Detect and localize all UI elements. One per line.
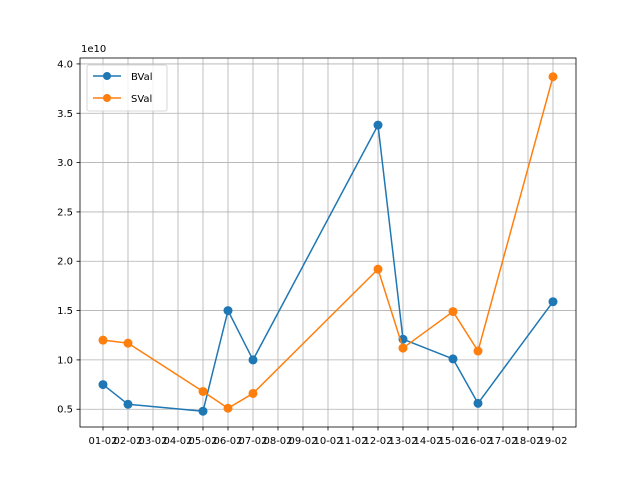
- x-tick-label: 04-02: [163, 436, 192, 447]
- plot-frame: [79, 57, 577, 428]
- x-tick-label: 06-02: [213, 436, 242, 447]
- data-point-bval: [223, 306, 233, 316]
- legend-marker-sval: [103, 94, 111, 102]
- data-point-sval: [223, 403, 233, 413]
- axes: 01-0202-0203-0204-0205-0206-0207-0208-02…: [57, 57, 577, 447]
- x-tick-label: 11-02: [338, 436, 367, 447]
- x-tick-label: 02-02: [113, 436, 142, 447]
- data-point-sval: [248, 388, 258, 398]
- legend-label-sval: SVal: [131, 94, 152, 105]
- x-tick-label: 15-02: [438, 436, 467, 447]
- legend-box: [86, 64, 168, 112]
- data-point-sval: [373, 264, 383, 274]
- data-point-sval: [123, 338, 133, 348]
- data-point-bval: [248, 355, 258, 365]
- y-tick-label: 4.0: [57, 59, 73, 70]
- x-tick-label: 19-02: [538, 436, 567, 447]
- y-tick-label: 1.5: [57, 306, 73, 317]
- y-tick-label: 1.0: [57, 355, 73, 366]
- data-point-bval: [123, 399, 133, 409]
- x-tick-label: 14-02: [413, 436, 442, 447]
- series-line-sval: [102, 76, 554, 410]
- x-tick-label: 05-02: [188, 436, 217, 447]
- x-tick-label: 12-02: [363, 436, 392, 447]
- x-tick-label: 08-02: [263, 436, 292, 447]
- data-point-sval: [448, 307, 458, 317]
- y-tick-label: 3.0: [57, 158, 73, 169]
- series-line-bval: [102, 124, 554, 412]
- legend-label-bval: BVal: [131, 72, 153, 83]
- data-point-sval: [548, 72, 558, 82]
- x-tick-label: 18-02: [513, 436, 542, 447]
- x-tick-label: 07-02: [238, 436, 267, 447]
- y-tick-label: 0.5: [57, 405, 73, 416]
- data-point-bval: [448, 354, 458, 364]
- x-tick-label: 16-02: [463, 436, 492, 447]
- x-tick-label: 03-02: [138, 436, 167, 447]
- data-point-bval: [373, 120, 383, 130]
- legend-marker-bval: [103, 72, 111, 80]
- y-tick-label: 2.0: [57, 257, 73, 268]
- x-tick-label: 17-02: [488, 436, 517, 447]
- x-tick-label: 10-02: [313, 436, 342, 447]
- data-point-sval: [198, 386, 208, 396]
- x-tick-label: 01-02: [88, 436, 117, 447]
- data-point-sval: [98, 335, 108, 345]
- series-layer: [98, 72, 558, 416]
- data-point-sval: [473, 346, 483, 356]
- grid-lines: [80, 58, 576, 427]
- data-point-bval: [473, 398, 483, 408]
- data-point-bval: [98, 380, 108, 390]
- x-tick-label: 09-02: [288, 436, 317, 447]
- data-point-bval: [198, 406, 208, 416]
- y-axis-scale-label: 1e10: [81, 44, 106, 55]
- y-tick-label: 3.5: [57, 109, 73, 120]
- y-tick-label: 2.5: [57, 207, 73, 218]
- data-point-bval: [548, 297, 558, 307]
- x-tick-label: 13-02: [388, 436, 417, 447]
- legend: BVal SVal: [86, 64, 168, 112]
- data-point-sval: [398, 343, 408, 353]
